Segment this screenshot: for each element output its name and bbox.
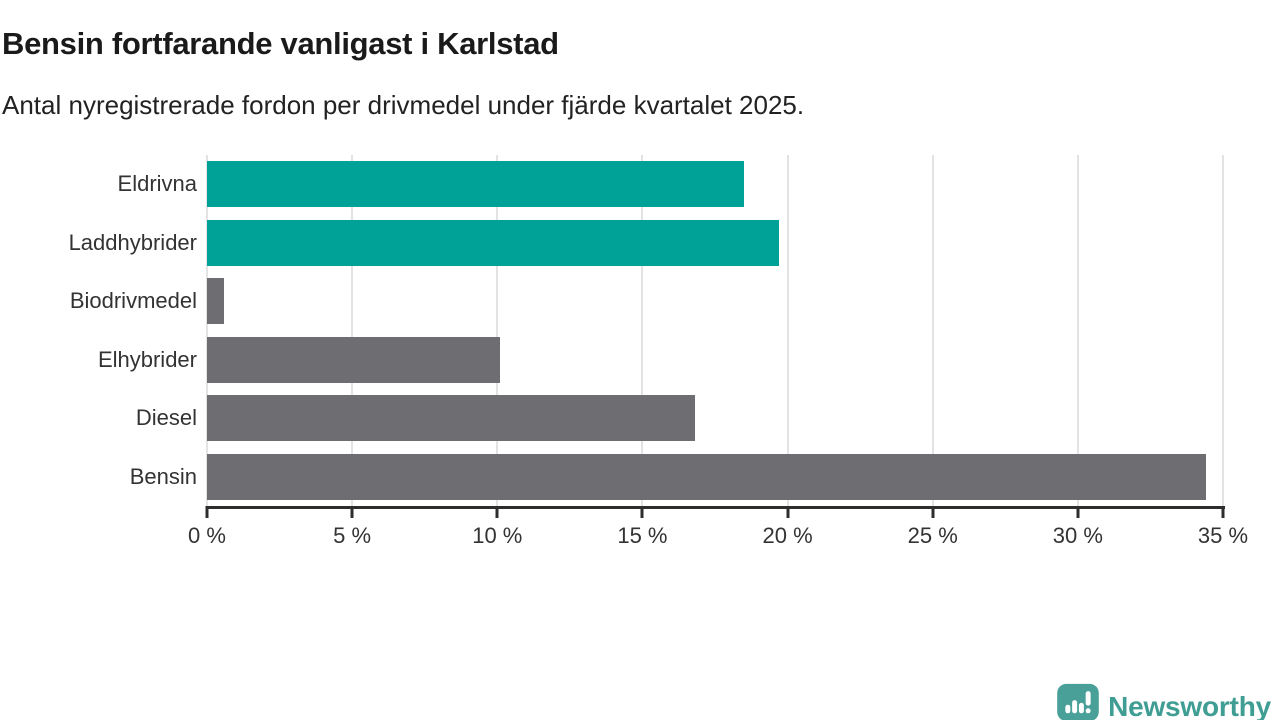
gridlines [206, 155, 1224, 506]
bar-row: Eldrivna [0, 155, 1223, 214]
bar-track [207, 161, 1223, 208]
chart-page: Bensin fortfarande vanligast i Karlstad … [0, 26, 1280, 720]
x-axis-tick [1221, 506, 1225, 518]
bar-track [207, 336, 1223, 383]
chart-subtitle: Antal nyregistrerade fordon per drivmede… [2, 90, 805, 120]
x-axis-tick [786, 506, 790, 518]
x-axis-tick [1076, 506, 1080, 518]
bar-track [207, 278, 1223, 325]
bar-chart: Eldrivna Laddhybrider Biodrivmedel Elhybrid… [0, 155, 1280, 506]
gridline [786, 155, 789, 506]
newsworthy-logo-icon [1057, 683, 1099, 720]
gridline [931, 155, 934, 506]
category-label: Elhybrider [97, 346, 197, 372]
x-axis-tick-label: 0 % [188, 523, 226, 548]
x-axis-tick-label: 15 % [617, 523, 668, 548]
category-label: Biodrivmedel [69, 288, 197, 314]
chart-title: Bensin fortfarande vanligast i Karlstad [2, 26, 559, 61]
bar [207, 219, 779, 266]
bar-track [207, 453, 1223, 500]
x-axis-tick-label: 20 % [762, 523, 813, 548]
category-label: Laddhybrider [68, 229, 197, 255]
category-label: Eldrivna [117, 171, 197, 197]
x-axis-tick-label: 25 % [907, 523, 958, 548]
bar [207, 453, 1206, 500]
bar [207, 161, 745, 208]
bar [207, 395, 695, 442]
category-label: Bensin [129, 463, 197, 489]
gridline [496, 155, 499, 506]
category-label: Diesel [135, 405, 197, 431]
bar-row: Elhybrider [0, 331, 1223, 390]
bar-row: Diesel [0, 389, 1223, 448]
x-axis-tick-label: 5 % [333, 523, 372, 548]
gridline [1222, 155, 1224, 506]
bar-row: Biodrivmedel [0, 272, 1223, 331]
bar-track [207, 219, 1223, 266]
gridline [641, 155, 644, 506]
x-axis-tick [931, 506, 935, 518]
newsworthy-logo-text: Newsworthy [1108, 690, 1271, 720]
x-axis: 0 % 5 % 10 % 15 % 20 % 25 % 30 % 35 % [188, 506, 1248, 552]
x-axis-tick [640, 506, 644, 518]
x-axis-tick-label: 10 % [472, 523, 523, 548]
bar-rows: Eldrivna Laddhybrider Biodrivmedel Elhybrid… [0, 155, 1223, 506]
x-axis-tick [350, 506, 354, 518]
x-axis-line [206, 506, 1225, 509]
bar-track [207, 395, 1223, 442]
x-axis-tick-label: 35 % [1197, 523, 1249, 548]
bar-row: Bensin [0, 448, 1223, 507]
bar [207, 336, 501, 383]
gridline [351, 155, 354, 506]
x-axis-tick [205, 506, 209, 518]
bar-row: Laddhybrider [0, 214, 1223, 273]
gridline [206, 155, 208, 506]
x-axis-tick [495, 506, 499, 518]
gridline [1076, 155, 1079, 506]
newsworthy-logo: Newsworthy [1056, 683, 1271, 720]
x-axis-tick-label: 30 % [1052, 523, 1103, 548]
bar [207, 278, 225, 325]
